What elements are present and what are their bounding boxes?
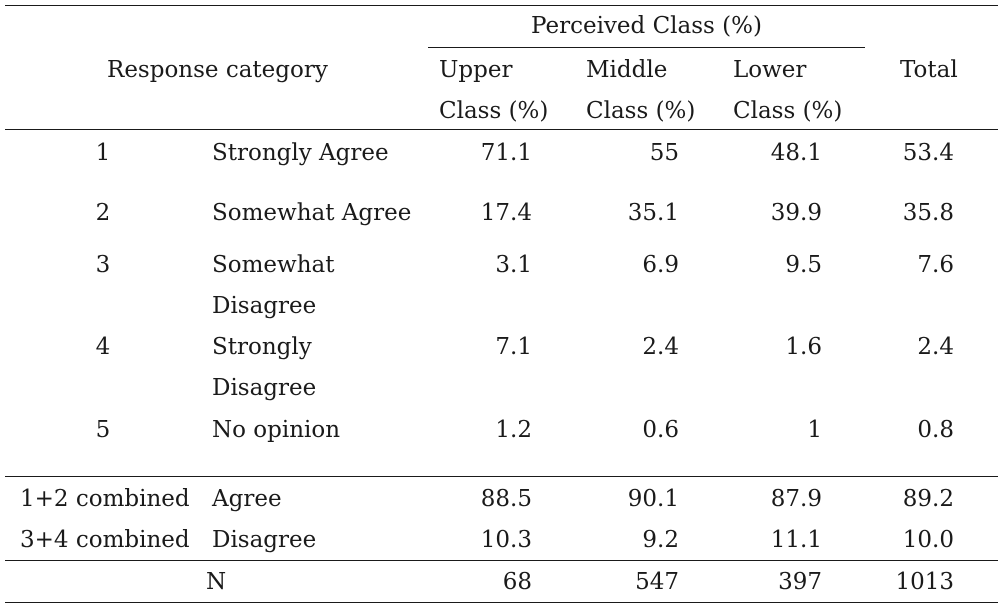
combined-code: 1+2 combined (20, 486, 190, 512)
header-middle-line2: Class (%) (586, 98, 696, 124)
row-middle: 2.4 (642, 334, 679, 360)
row-label: No opinion (212, 417, 341, 443)
row-upper: 1.2 (495, 417, 532, 443)
header-lower-line2: Class (%) (733, 98, 843, 124)
row-label-line2: Disagree (212, 293, 317, 319)
row-upper: 71.1 (480, 140, 532, 166)
combined-label: Disagree (212, 527, 317, 553)
bottom-rule (5, 602, 998, 603)
header-lower-line1: Lower (733, 57, 807, 83)
header-upper-line1: Upper (439, 57, 513, 83)
row-label: Somewhat Agree (212, 200, 412, 226)
row-lower: 9.5 (785, 252, 822, 278)
row-total: 7.6 (917, 252, 954, 278)
row-label: Strongly Agree (212, 140, 389, 166)
header-middle-line1: Middle (586, 57, 668, 83)
row-total: 0.8 (917, 417, 954, 443)
row-code: 5 (95, 417, 111, 443)
combined-rule (5, 476, 998, 477)
n-label: N (206, 569, 227, 595)
row-middle: 0.6 (642, 417, 679, 443)
row-label-line2: Disagree (212, 375, 317, 401)
row-total: 2.4 (917, 334, 954, 360)
row-code: 1 (95, 140, 111, 166)
header-rule (5, 129, 998, 130)
combined-total: 89.2 (902, 486, 954, 512)
perceived-class-underline (428, 47, 865, 48)
row-lower: 48.1 (770, 140, 822, 166)
row-label: Somewhat (212, 252, 335, 278)
combined-upper: 10.3 (480, 527, 532, 553)
row-code: 3 (95, 252, 111, 278)
combined-lower: 87.9 (770, 486, 822, 512)
combined-middle: 90.1 (627, 486, 679, 512)
row-code: 2 (95, 200, 111, 226)
header-perceived-class: Perceived Class (%) (531, 13, 762, 39)
header-response-category: Response category (107, 57, 328, 83)
n-lower: 397 (778, 569, 822, 595)
row-lower: 1 (807, 417, 822, 443)
row-middle: 6.9 (642, 252, 679, 278)
row-code: 4 (95, 334, 111, 360)
n-upper: 68 (502, 569, 532, 595)
row-upper: 3.1 (495, 252, 532, 278)
row-middle: 55 (649, 140, 679, 166)
row-upper: 7.1 (495, 334, 532, 360)
n-total: 1013 (895, 569, 954, 595)
header-total: Total (900, 57, 958, 83)
n-middle: 547 (635, 569, 679, 595)
row-lower: 39.9 (770, 200, 822, 226)
row-middle: 35.1 (627, 200, 679, 226)
row-total: 35.8 (902, 200, 954, 226)
combined-label: Agree (212, 486, 282, 512)
n-rule (5, 560, 998, 561)
combined-middle: 9.2 (642, 527, 679, 553)
row-total: 53.4 (902, 140, 954, 166)
combined-total: 10.0 (902, 527, 954, 553)
combined-lower: 11.1 (770, 527, 822, 553)
combined-code: 3+4 combined (20, 527, 190, 553)
header-upper-line2: Class (%) (439, 98, 549, 124)
row-upper: 17.4 (480, 200, 532, 226)
row-label: Strongly (212, 334, 312, 360)
top-rule (5, 5, 998, 6)
combined-upper: 88.5 (480, 486, 532, 512)
row-lower: 1.6 (785, 334, 822, 360)
